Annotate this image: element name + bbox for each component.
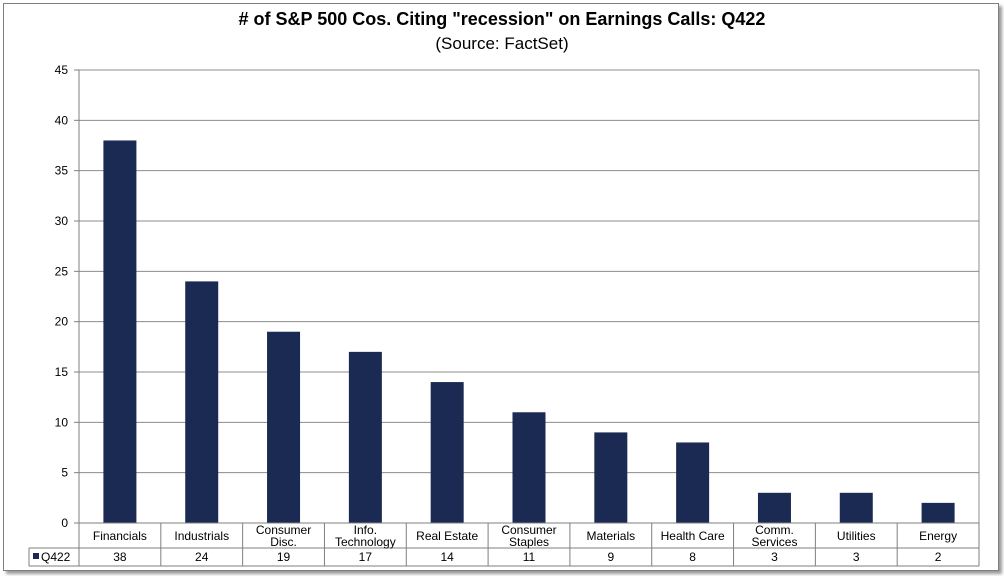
- bar: [594, 432, 628, 523]
- data-value-label: 24: [195, 550, 209, 564]
- y-axis: 0 5 10 15 20 25 30 35 40 45: [55, 63, 80, 530]
- x-category-label: Health Care: [661, 529, 725, 543]
- bars: [103, 140, 955, 523]
- x-category-label: Consumer: [256, 523, 311, 537]
- data-value-label: 3: [771, 550, 778, 564]
- bar: [267, 331, 301, 523]
- bar: [921, 502, 955, 523]
- data-value-label: 38: [113, 550, 127, 564]
- y-tick-label: 45: [55, 63, 69, 77]
- data-value-label: 19: [277, 550, 291, 564]
- x-category-label: Energy: [919, 529, 957, 543]
- x-category-label: Technology: [335, 535, 396, 549]
- x-category-label: Staples: [509, 535, 549, 549]
- x-category-label: Real Estate: [416, 529, 478, 543]
- y-tick-label: 30: [55, 214, 69, 228]
- data-value-label: 2: [935, 550, 942, 564]
- bar: [348, 351, 382, 523]
- legend-label: Q422: [41, 550, 71, 564]
- bar: [430, 382, 464, 523]
- y-tick-label: 25: [55, 264, 69, 278]
- data-value-label: 9: [607, 550, 614, 564]
- chart-frame: [3, 3, 999, 571]
- bar: [757, 492, 791, 523]
- data-table: Financials38Industrials24ConsumerDisc.19…: [28, 522, 980, 567]
- bar: [103, 140, 137, 523]
- bar: [512, 412, 546, 523]
- y-tick-label: 20: [55, 315, 69, 329]
- legend-swatch: [33, 553, 39, 559]
- y-tick-label: 5: [61, 466, 68, 480]
- chart-title: # of S&P 500 Cos. Citing "recession" on …: [238, 9, 766, 29]
- data-value-label: 14: [441, 550, 455, 564]
- x-category-label: Services: [751, 535, 797, 549]
- y-tick-label: 15: [55, 365, 69, 379]
- x-category-label: Info.: [354, 523, 377, 537]
- x-category-label: Disc.: [270, 535, 297, 549]
- y-tick-label: 0: [61, 516, 68, 530]
- chart-subtitle: (Source: FactSet): [435, 34, 569, 53]
- y-tick-label: 40: [55, 113, 69, 127]
- x-category-label: Financials: [93, 529, 147, 543]
- bar: [676, 442, 710, 523]
- gridlines: [79, 69, 980, 523]
- bar: [185, 281, 219, 523]
- data-value-label: 3: [853, 550, 860, 564]
- data-value-label: 17: [359, 550, 373, 564]
- data-value-label: 8: [689, 550, 696, 564]
- y-tick-label: 35: [55, 164, 69, 178]
- x-category-label: Consumer: [501, 523, 556, 537]
- bar: [839, 492, 873, 523]
- x-category-label: Materials: [586, 529, 635, 543]
- data-value-label: 11: [523, 550, 536, 564]
- x-category-label: Comm.: [755, 523, 794, 537]
- x-category-label: Utilities: [837, 529, 876, 543]
- y-tick-label: 10: [55, 415, 69, 429]
- x-category-label: Industrials: [174, 529, 229, 543]
